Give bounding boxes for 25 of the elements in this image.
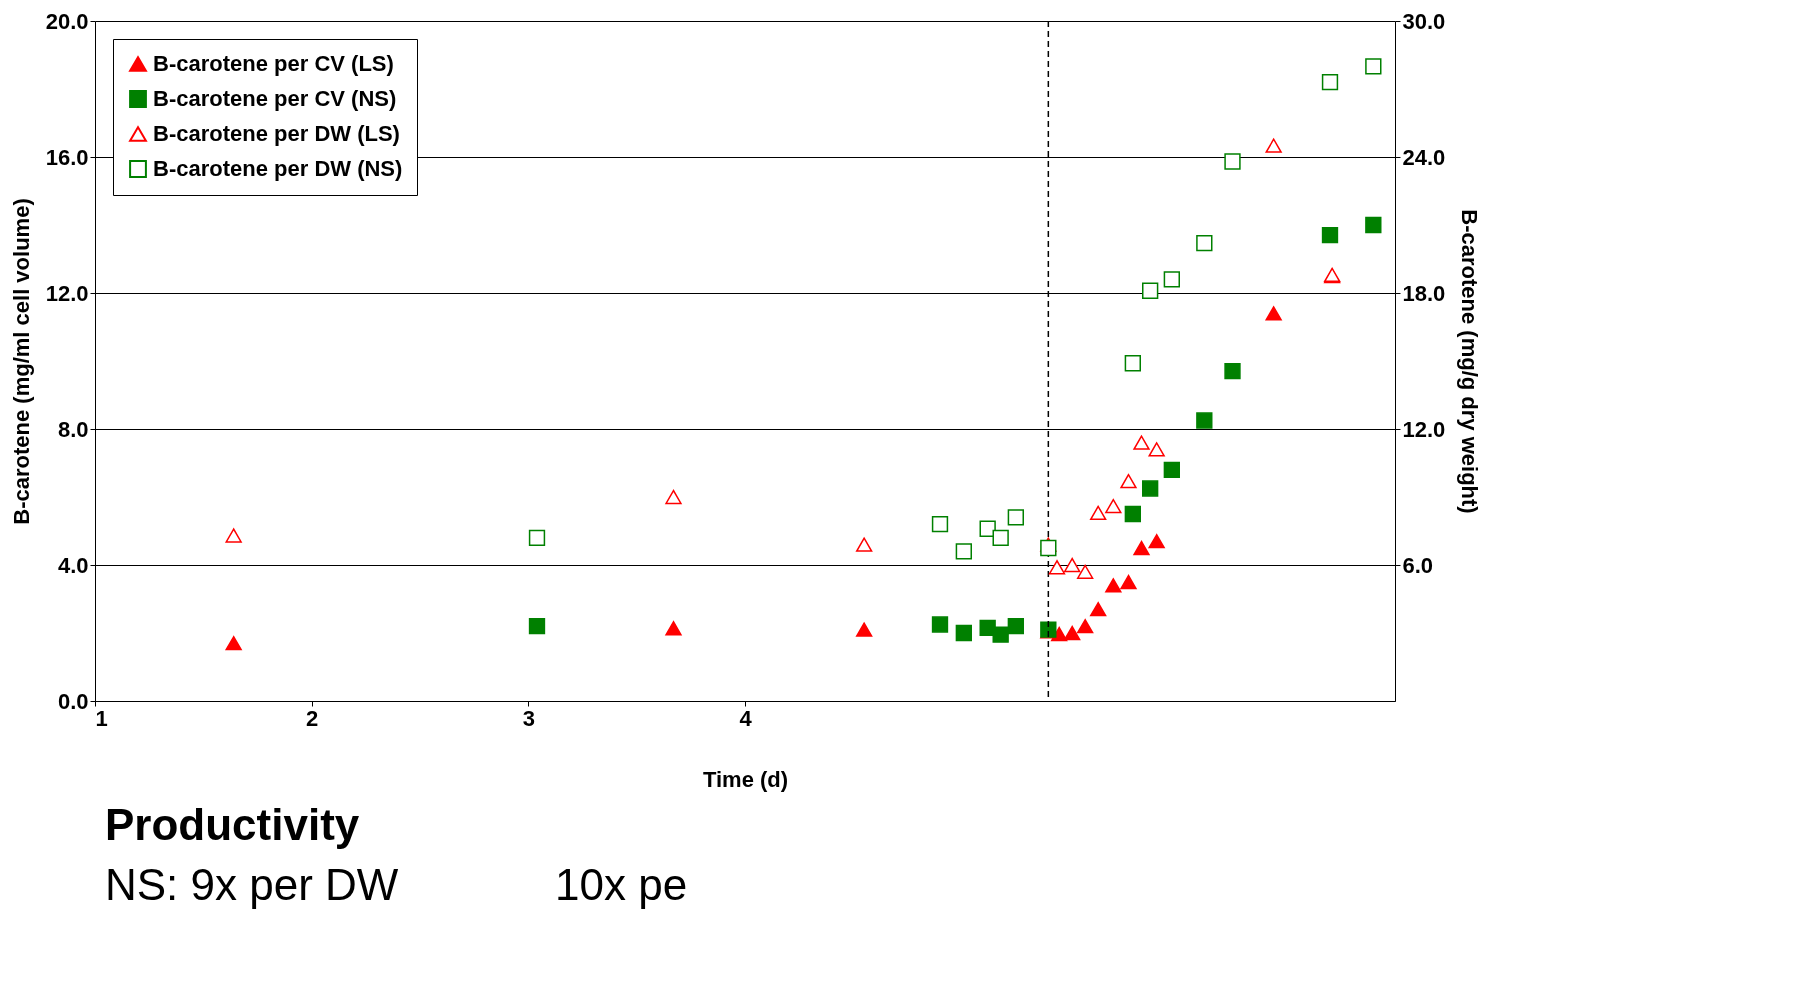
x-tick-label: 1 <box>95 705 108 731</box>
x-axis-title: Time (d) <box>702 766 789 792</box>
y2-tick-label: 12.0 <box>1402 416 1446 442</box>
y-tick-label: 16.0 <box>45 144 89 170</box>
x-tick-label: 4 <box>739 705 753 731</box>
y-tick-label: 12.0 <box>45 280 89 306</box>
text: NS: 9x per DW <box>105 860 399 909</box>
y-tick-label: 8.0 <box>57 416 89 442</box>
y-tick-label: 20.0 <box>45 8 89 34</box>
y-axis-title: B-carotene (mg/ml cell volume) <box>8 198 34 525</box>
y2-tick-label: 24.0 <box>1402 144 1446 170</box>
y2-tick-label: 18.0 <box>1402 280 1446 306</box>
legend-label: B-carotene per DW (LS) <box>153 121 400 146</box>
y-tick-label: 4.0 <box>57 552 89 578</box>
y2-tick-label: 30.0 <box>1402 8 1446 34</box>
y2-tick-label: 6.0 <box>1402 552 1434 578</box>
y-tick-label: 0.0 <box>57 688 89 714</box>
text: Productivity <box>105 800 360 849</box>
y2-axis-title: B-carotene (mg/g dry weight) <box>1457 209 1483 514</box>
legend-label: B-carotene per CV (NS) <box>153 86 397 111</box>
x-tick-label: 2 <box>306 705 319 731</box>
x-tick-label: 3 <box>522 705 535 731</box>
legend-label: B-carotene per DW (NS) <box>153 156 403 181</box>
text: 10x pe <box>555 860 688 909</box>
legend-label: B-carotene per CV (LS) <box>153 51 394 76</box>
